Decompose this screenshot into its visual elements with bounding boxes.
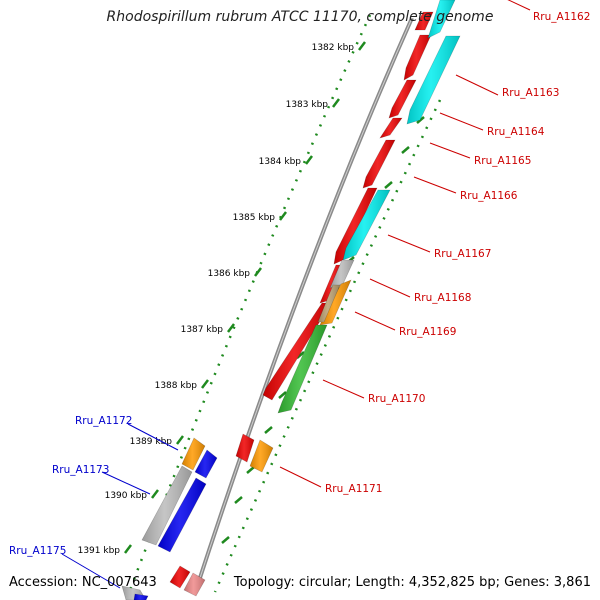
kbp-tick-mark [227,323,235,333]
gene-label[interactable]: Rru_A1166 [460,190,518,202]
gene-label[interactable]: Rru_A1175 [9,545,66,557]
minor-tick-mark [401,146,410,154]
gene-label[interactable]: Rru_A1170 [368,393,425,405]
page-title: Rhodospirillum rubrum ATCC 11170, comple… [106,9,494,25]
gene-label-leader [429,142,471,159]
gene-arrow[interactable] [169,565,191,589]
minor-tick-mark [384,181,393,189]
genes [121,0,461,600]
inner-dotted-ring [213,99,442,593]
kbp-tick-label: 1385 kbp [233,213,276,223]
gene-label[interactable]: Rru_A1171 [325,483,382,495]
kbp-tick-mark [151,489,159,499]
gene-label-leader [127,423,179,451]
minor-tick-mark [296,351,305,359]
gene-label-leader [61,553,121,589]
gene-arrow[interactable] [333,187,378,265]
gene-arrow[interactable] [133,593,149,600]
gene-arrow[interactable] [388,79,417,119]
kbp-tick-mark [124,544,132,554]
kbp-tick-label: 1389 kbp [130,437,173,447]
minor-tick-mark [278,391,287,399]
gene-arrow[interactable] [181,437,206,471]
gene-label[interactable]: Rru_A1172 [75,415,132,427]
kbp-tick-label: 1390 kbp [105,491,148,501]
minor-tick-mark [246,466,255,474]
gene-label[interactable]: Rru_A1164 [487,126,545,138]
gene-label[interactable]: Rru_A1168 [414,292,471,304]
minor-tick-mark [234,496,243,504]
gene-arrow[interactable] [414,11,434,31]
gene-label[interactable]: Rru_A1173 [52,464,109,476]
gene-label[interactable]: Rru_A1165 [474,155,531,167]
label-leaders [61,0,531,589]
kbp-tick-label: 1382 kbp [312,43,355,53]
gene-label-leader [455,74,499,96]
kbp-tick-label: 1383 kbp [286,100,329,110]
kbp-tick-mark [332,98,340,108]
gene-arrow[interactable] [427,0,456,39]
minor-tick-mark [416,116,425,124]
kbp-tick-mark [201,379,209,389]
gene-arrow[interactable] [362,139,396,189]
gene-arrow[interactable] [249,439,274,473]
kbp-tick-label: 1387 kbp [181,325,224,335]
kbp-tick-mark [254,267,262,277]
gene-arrow[interactable] [277,324,328,414]
gene-label-leader [279,466,322,488]
gene-arrow[interactable] [379,117,403,139]
gene-labels: Rru_A1162 Rru_A1163 Rru_A1164 Rru_A1165 Rru_… [9,11,590,557]
gene-arrow[interactable] [342,189,391,261]
gene-arrow[interactable] [194,449,218,479]
gene-label-leader [354,311,396,331]
gene-arrow[interactable] [141,465,193,546]
minor-tick-mark [221,536,230,544]
kbp-ticks: 1382 kbp 1383 kbp 1384 kbp 1385 kbp 1386 kbp… [78,41,425,556]
backbone-highlight [195,17,413,591]
backbone [194,17,414,591]
gene-arrow[interactable] [317,284,341,323]
gene-label-leader [322,379,365,399]
gene-label[interactable]: Rru_A1167 [434,248,491,260]
minor-tick-mark [264,426,273,434]
gene-arrow[interactable] [183,572,206,597]
kbp-tick-label: 1391 kbp [78,546,121,556]
gene-label-leader [413,176,457,194]
tick-rings [128,14,442,593]
gene-label-leader [439,112,484,131]
accession-value: NC_007643 [81,575,157,590]
kbp-tick-label: 1384 kbp [259,157,302,167]
kbp-tick-mark [305,155,313,165]
gene-label-leader [507,0,531,11]
kbp-tick-mark [176,435,184,445]
gene-label-leader [369,278,411,298]
gene-label[interactable]: Rru_A1162 [533,11,590,23]
accession-label: Accession: [9,575,78,590]
gene-arrow[interactable] [403,34,432,81]
gene-arrow[interactable] [406,35,461,125]
gene-arrow[interactable] [157,477,207,553]
gene-label[interactable]: Rru_A1163 [502,87,559,99]
gene-label-leader [387,234,431,253]
accession-line: Accession: NC_007643 [9,575,157,590]
kbp-tick-label: 1388 kbp [155,381,198,391]
kbp-tick-label: 1386 kbp [208,269,251,279]
gene-arrow[interactable] [235,433,255,463]
gene-label-leader [101,471,151,495]
topology-line: Topology: circular; Length: 4,352,825 bp… [233,575,591,590]
kbp-tick-mark [358,41,366,51]
gene-label[interactable]: Rru_A1169 [399,326,456,338]
kbp-tick-mark [279,211,287,221]
